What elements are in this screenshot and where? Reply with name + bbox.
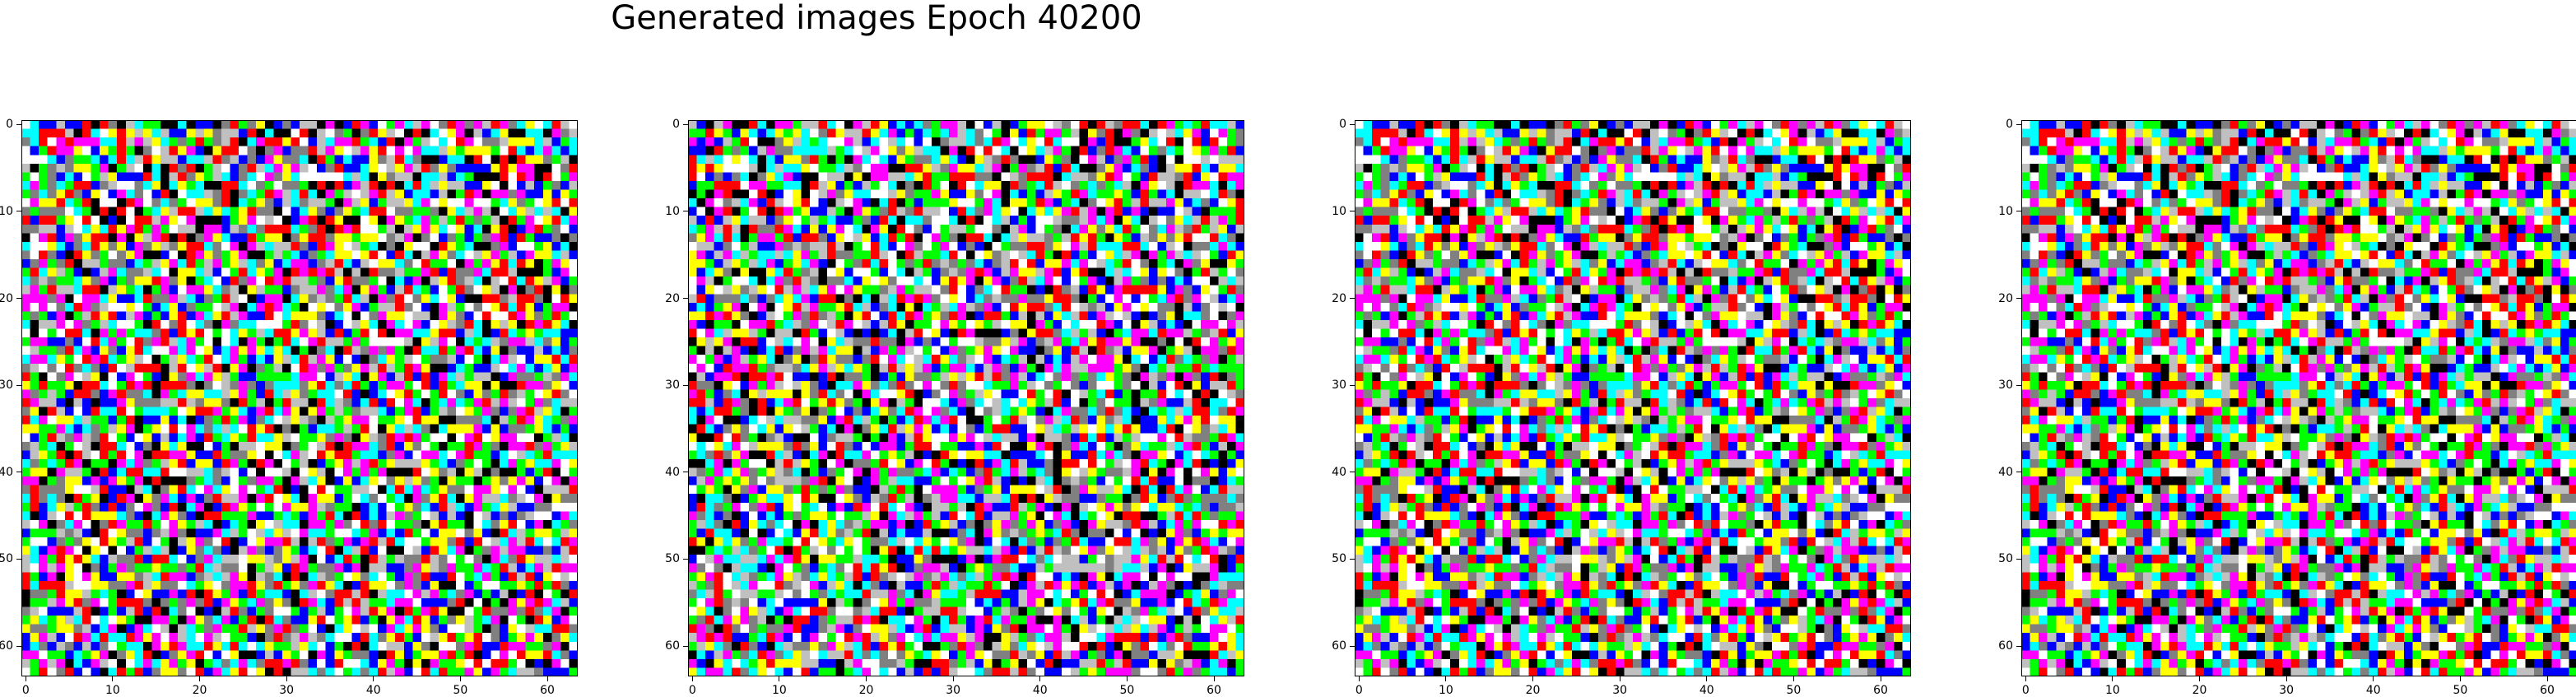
- x-tick-mark: [2286, 676, 2287, 681]
- y-tick-label: 60: [0, 639, 13, 653]
- y-tick-mark: [16, 124, 21, 125]
- y-tick-mark: [2016, 385, 2021, 386]
- y-tick-label: 10: [1995, 205, 2013, 218]
- y-tick-mark: [2016, 124, 2021, 125]
- y-tick-mark: [1350, 385, 1355, 386]
- x-tick-mark: [2547, 676, 2548, 681]
- x-tick-mark: [286, 676, 287, 681]
- x-tick-mark: [2460, 676, 2461, 681]
- y-tick-mark: [683, 124, 688, 125]
- y-tick-label: 40: [662, 466, 680, 479]
- x-tick-mark: [460, 676, 461, 681]
- x-tick-mark: [1706, 676, 1707, 681]
- y-tick-mark: [16, 646, 21, 647]
- y-tick-label: 40: [1995, 466, 2013, 479]
- generated-image-2: [688, 120, 1244, 676]
- y-tick-label: 0: [1328, 118, 1346, 131]
- y-tick-mark: [2016, 646, 2021, 647]
- y-tick-label: 40: [1328, 466, 1346, 479]
- y-tick-label: 20: [662, 292, 680, 305]
- image-panel-1: 0 10 20 30 40 50 60 0 10 20 30 40 50 60: [21, 120, 578, 676]
- figure-title: Generated images Epoch 40200: [0, 0, 1753, 36]
- y-tick-mark: [1350, 646, 1355, 647]
- y-tick-label: 20: [1995, 292, 2013, 305]
- y-tick-mark: [2016, 298, 2021, 299]
- y-tick-label: 50: [1995, 552, 2013, 565]
- generated-image-3: [1355, 120, 1911, 676]
- x-tick-mark: [199, 676, 200, 681]
- x-tick-mark: [1793, 676, 1794, 681]
- y-tick-label: 20: [1328, 292, 1346, 305]
- x-tick-mark: [1532, 676, 1533, 681]
- y-tick-label: 50: [0, 552, 13, 565]
- y-tick-mark: [683, 298, 688, 299]
- x-tick-mark: [373, 676, 374, 681]
- y-tick-label: 30: [662, 379, 680, 392]
- generated-image-1: [21, 120, 578, 676]
- x-tick-mark: [112, 676, 113, 681]
- y-tick-mark: [16, 385, 21, 386]
- y-tick-mark: [683, 559, 688, 560]
- x-tick-mark: [1359, 676, 1360, 681]
- y-tick-label: 20: [0, 292, 13, 305]
- y-tick-label: 0: [1995, 118, 2013, 131]
- x-tick-mark: [2199, 676, 2200, 681]
- y-tick-mark: [1350, 124, 1355, 125]
- y-tick-label: 50: [1328, 552, 1346, 565]
- y-tick-label: 60: [662, 639, 680, 653]
- x-tick-mark: [1214, 676, 1215, 681]
- y-tick-label: 30: [1328, 379, 1346, 392]
- x-tick-mark: [866, 676, 867, 681]
- y-tick-mark: [2016, 559, 2021, 560]
- image-panel-3: 0 10 20 30 40 50 60 0 10 20 30 40 50 60: [1355, 120, 1911, 676]
- x-tick-mark: [1445, 676, 1446, 681]
- y-tick-mark: [16, 298, 21, 299]
- x-tick-mark: [953, 676, 954, 681]
- generated-image-4: [2021, 120, 2576, 676]
- y-tick-mark: [1350, 559, 1355, 560]
- y-tick-label: 0: [0, 118, 13, 131]
- y-tick-label: 50: [662, 552, 680, 565]
- y-tick-label: 30: [0, 379, 13, 392]
- x-tick-mark: [692, 676, 693, 681]
- image-panel-4: 0 10 20 30 40 50 60 0 10 20 30 40 50 60: [2021, 120, 2576, 676]
- x-tick-mark: [2373, 676, 2374, 681]
- y-tick-mark: [1350, 298, 1355, 299]
- x-tick-mark: [1127, 676, 1128, 681]
- x-tick-mark: [1039, 676, 1040, 681]
- x-tick-mark: [2025, 676, 2026, 681]
- y-tick-label: 10: [0, 205, 13, 218]
- y-tick-label: 60: [1328, 639, 1346, 653]
- y-tick-label: 10: [1328, 205, 1346, 218]
- y-tick-label: 10: [662, 205, 680, 218]
- image-panel-2: 0 10 20 30 40 50 60 0 10 20 30 40 50 60: [688, 120, 1244, 676]
- y-tick-mark: [16, 559, 21, 560]
- y-tick-label: 30: [1995, 379, 2013, 392]
- y-tick-label: 40: [0, 466, 13, 479]
- y-tick-mark: [683, 385, 688, 386]
- x-tick-mark: [2112, 676, 2113, 681]
- y-tick-mark: [683, 646, 688, 647]
- y-tick-label: 60: [1995, 639, 2013, 653]
- x-tick-mark: [547, 676, 548, 681]
- y-tick-label: 0: [662, 118, 680, 131]
